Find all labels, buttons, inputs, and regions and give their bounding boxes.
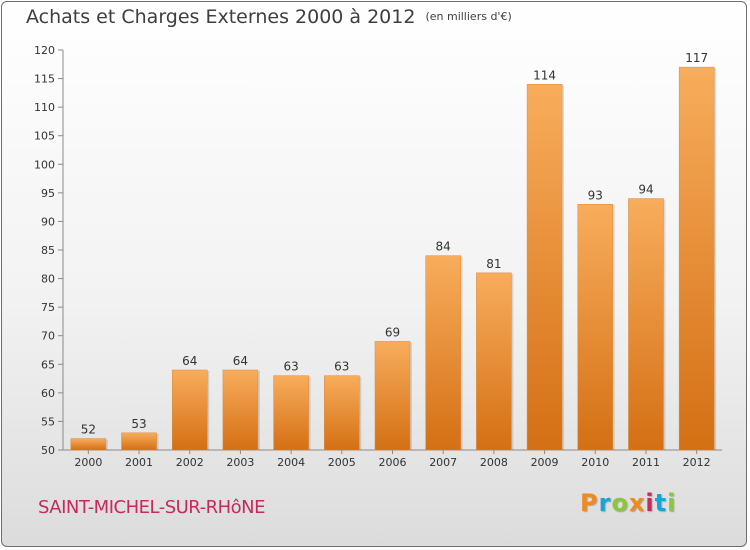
logo-letter: i <box>645 489 655 517</box>
bar-2002 <box>171 369 208 451</box>
logo-letter: P <box>580 489 599 517</box>
value-label: 81 <box>486 257 501 271</box>
value-label: 93 <box>588 188 603 202</box>
proxiti-logo: Proxiti <box>580 489 676 517</box>
bar-2001 <box>121 432 157 451</box>
value-label: 53 <box>131 417 146 431</box>
bar-2009 <box>526 84 563 451</box>
logo-letter: i <box>667 489 677 517</box>
y-tick-label: 95 <box>41 187 55 200</box>
y-tick-label: 120 <box>34 44 55 57</box>
y-tick-label: 105 <box>34 130 55 143</box>
y-tick-label: 60 <box>41 387 55 400</box>
y-tick-label: 85 <box>41 244 55 257</box>
bar-2006 <box>374 341 411 451</box>
x-tick-label: 2012 <box>683 456 711 469</box>
x-tick-label: 2011 <box>632 456 660 469</box>
logo-letter: o <box>611 489 629 517</box>
y-tick-label: 65 <box>41 358 55 371</box>
logo-letter: x <box>628 489 646 517</box>
y-tick-label: 110 <box>34 101 55 114</box>
value-label: 117 <box>685 51 708 65</box>
y-tick-label: 50 <box>41 444 55 457</box>
x-tick-label: 2000 <box>74 456 102 469</box>
bar-2003 <box>222 369 259 451</box>
title-unit: (en milliers d'€) <box>425 10 512 23</box>
x-tick-label: 2005 <box>328 456 356 469</box>
x-tick-label: 2003 <box>226 456 254 469</box>
y-tick-label: 90 <box>41 215 55 228</box>
value-label: 94 <box>638 183 653 197</box>
value-label: 63 <box>283 360 298 374</box>
value-label: 52 <box>81 423 96 437</box>
x-tick-label: 2006 <box>379 456 407 469</box>
x-tick-label: 2002 <box>176 456 204 469</box>
value-label: 64 <box>182 354 197 368</box>
y-tick-label: 80 <box>41 273 55 286</box>
x-tick-label: 2009 <box>531 456 559 469</box>
bar-2007 <box>425 255 461 451</box>
bar-2004 <box>273 375 309 451</box>
value-label: 69 <box>385 325 400 339</box>
x-tick-label: 2001 <box>125 456 153 469</box>
bar-2011 <box>628 198 664 451</box>
bar-2012 <box>678 66 715 451</box>
value-label: 84 <box>436 240 451 254</box>
y-tick-label: 115 <box>34 73 55 86</box>
value-label: 64 <box>233 354 248 368</box>
title-text: Achats et Charges Externes 2000 à 2012 <box>26 6 416 28</box>
y-tick-label: 55 <box>41 415 55 428</box>
bar-2008 <box>476 272 512 451</box>
y-tick-label: 75 <box>41 301 55 314</box>
chart-title: Achats et Charges Externes 2000 à 2012 (e… <box>26 6 512 28</box>
bar-2010 <box>577 204 614 451</box>
x-tick-label: 2008 <box>480 456 508 469</box>
x-tick-label: 2010 <box>581 456 609 469</box>
logo-letter: t <box>654 489 668 517</box>
bar-2005 <box>324 375 360 451</box>
x-tick-label: 2004 <box>277 456 305 469</box>
commune-name: SAINT-MICHEL-SUR-RHôNE <box>38 497 265 518</box>
bar-2000 <box>70 438 107 451</box>
logo-letter: r <box>598 489 612 517</box>
y-tick-label: 100 <box>34 158 55 171</box>
x-tick-label: 2007 <box>429 456 457 469</box>
y-tick-label: 70 <box>41 330 55 343</box>
value-label: 114 <box>533 68 556 82</box>
value-label: 63 <box>334 360 349 374</box>
